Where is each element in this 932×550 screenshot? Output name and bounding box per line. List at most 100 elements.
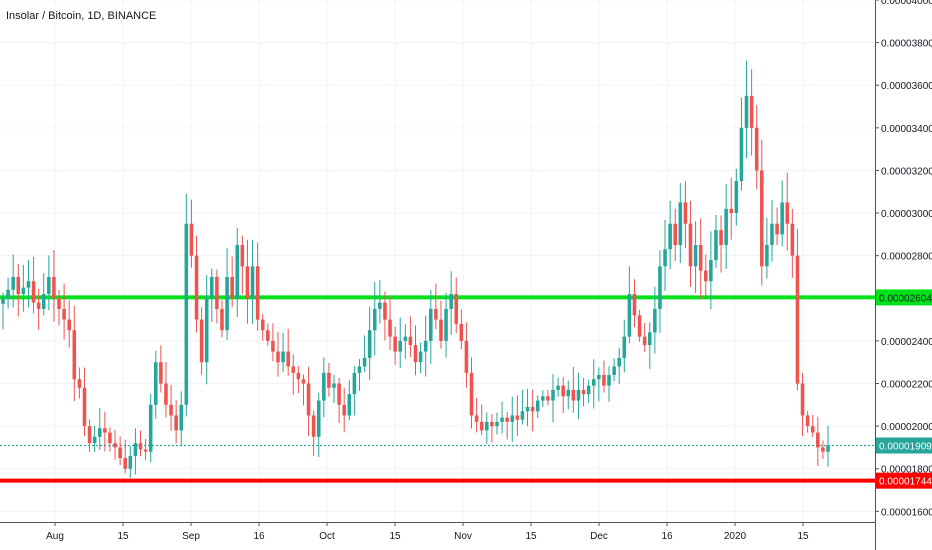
candle-body bbox=[500, 417, 504, 422]
candle-body bbox=[72, 330, 77, 380]
candle-body bbox=[474, 415, 479, 422]
candle-body bbox=[566, 389, 571, 397]
candle-body bbox=[403, 336, 408, 341]
candle-body bbox=[760, 170, 764, 267]
candle-body bbox=[668, 223, 672, 250]
candle-body bbox=[490, 421, 494, 427]
candle-body bbox=[118, 447, 122, 459]
candle-body bbox=[199, 319, 204, 363]
candle-body bbox=[479, 421, 484, 431]
candle-body bbox=[87, 426, 92, 444]
candle-body bbox=[378, 302, 382, 309]
candle-body bbox=[47, 276, 51, 295]
candle-body bbox=[678, 202, 683, 246]
candle-body bbox=[57, 298, 61, 309]
price-label: 0.00002604 bbox=[879, 293, 932, 304]
candle-body bbox=[714, 230, 718, 260]
candle-body bbox=[367, 330, 372, 358]
price-label: 0.00001744 bbox=[879, 477, 932, 488]
x-tick-label: Oct bbox=[319, 531, 335, 542]
candle-body bbox=[724, 208, 728, 246]
x-tick-label: Aug bbox=[46, 531, 64, 542]
y-tick-label: 0.00003800 bbox=[881, 39, 932, 50]
candle-body bbox=[342, 404, 346, 416]
candle-body bbox=[642, 336, 647, 346]
candle-body bbox=[108, 432, 112, 444]
candle-body bbox=[143, 449, 148, 452]
candle-body bbox=[184, 223, 189, 405]
candle-body bbox=[454, 294, 459, 324]
y-tick-label: 0.00003200 bbox=[881, 166, 932, 177]
candles-layer bbox=[1, 60, 830, 478]
candle-body bbox=[220, 308, 224, 331]
x-tick-label: Sep bbox=[182, 531, 200, 542]
candle-body bbox=[41, 294, 46, 309]
candle-body bbox=[225, 276, 229, 331]
candle-body bbox=[148, 404, 153, 452]
candle-body bbox=[673, 223, 678, 246]
candle-body bbox=[16, 276, 21, 295]
level-lines-layer bbox=[0, 295, 875, 483]
candle-body bbox=[179, 404, 184, 431]
grid-layer bbox=[0, 0, 875, 522]
candle-body bbox=[658, 266, 662, 309]
candle-body bbox=[230, 276, 234, 299]
price-label: 0.00001909 bbox=[879, 442, 932, 453]
y-tick-label: 0.00001600 bbox=[881, 507, 932, 518]
candle-body bbox=[469, 372, 474, 416]
candle-body bbox=[332, 383, 336, 388]
candle-body bbox=[647, 332, 652, 346]
candle-body bbox=[485, 421, 489, 431]
candle-body bbox=[77, 379, 82, 388]
candle-body bbox=[103, 428, 107, 433]
candle-body bbox=[826, 445, 830, 452]
candle-body bbox=[240, 245, 245, 267]
candle-body bbox=[541, 396, 545, 401]
x-tick-label: 15 bbox=[797, 531, 809, 542]
candle-body bbox=[765, 245, 769, 267]
candle-body bbox=[586, 385, 591, 395]
candle-body bbox=[515, 415, 520, 420]
x-tick-label: Dec bbox=[590, 531, 608, 542]
candle-body bbox=[352, 372, 357, 395]
candle-body bbox=[388, 319, 392, 337]
candle-body bbox=[698, 245, 703, 271]
candle-body bbox=[271, 340, 275, 352]
candle-body bbox=[790, 223, 795, 256]
candle-body bbox=[123, 458, 128, 469]
candle-body bbox=[439, 319, 443, 341]
candle-body bbox=[749, 95, 754, 128]
candle-body bbox=[82, 387, 87, 427]
candle-body bbox=[653, 308, 657, 333]
candle-body bbox=[612, 366, 616, 375]
candle-body bbox=[795, 255, 800, 384]
candle-body bbox=[805, 415, 810, 427]
y-tick-label: 0.00002800 bbox=[881, 252, 932, 263]
candle-body bbox=[770, 223, 774, 246]
x-tick-label: 15 bbox=[389, 531, 401, 542]
x-tick-label: 15 bbox=[525, 531, 537, 542]
candle-body bbox=[266, 330, 270, 341]
candle-body bbox=[337, 383, 341, 405]
candle-body bbox=[495, 421, 499, 427]
candle-body bbox=[444, 308, 448, 341]
candle-body bbox=[434, 308, 438, 320]
candle-body bbox=[576, 389, 581, 401]
candle-body bbox=[357, 366, 362, 373]
candle-body bbox=[703, 270, 708, 282]
candle-body bbox=[52, 276, 56, 299]
candle-body bbox=[194, 255, 199, 320]
candle-body bbox=[602, 374, 606, 386]
candle-body bbox=[780, 202, 784, 235]
candle-body bbox=[62, 308, 66, 320]
candle-body bbox=[510, 415, 515, 422]
candle-body bbox=[637, 315, 642, 337]
x-tick-label: Nov bbox=[454, 531, 472, 542]
candle-body bbox=[719, 230, 723, 246]
candle-body bbox=[530, 406, 535, 412]
x-tick-label: 15 bbox=[117, 531, 129, 542]
candle-body bbox=[92, 436, 97, 444]
candle-body bbox=[663, 249, 667, 267]
candle-body bbox=[464, 340, 469, 373]
